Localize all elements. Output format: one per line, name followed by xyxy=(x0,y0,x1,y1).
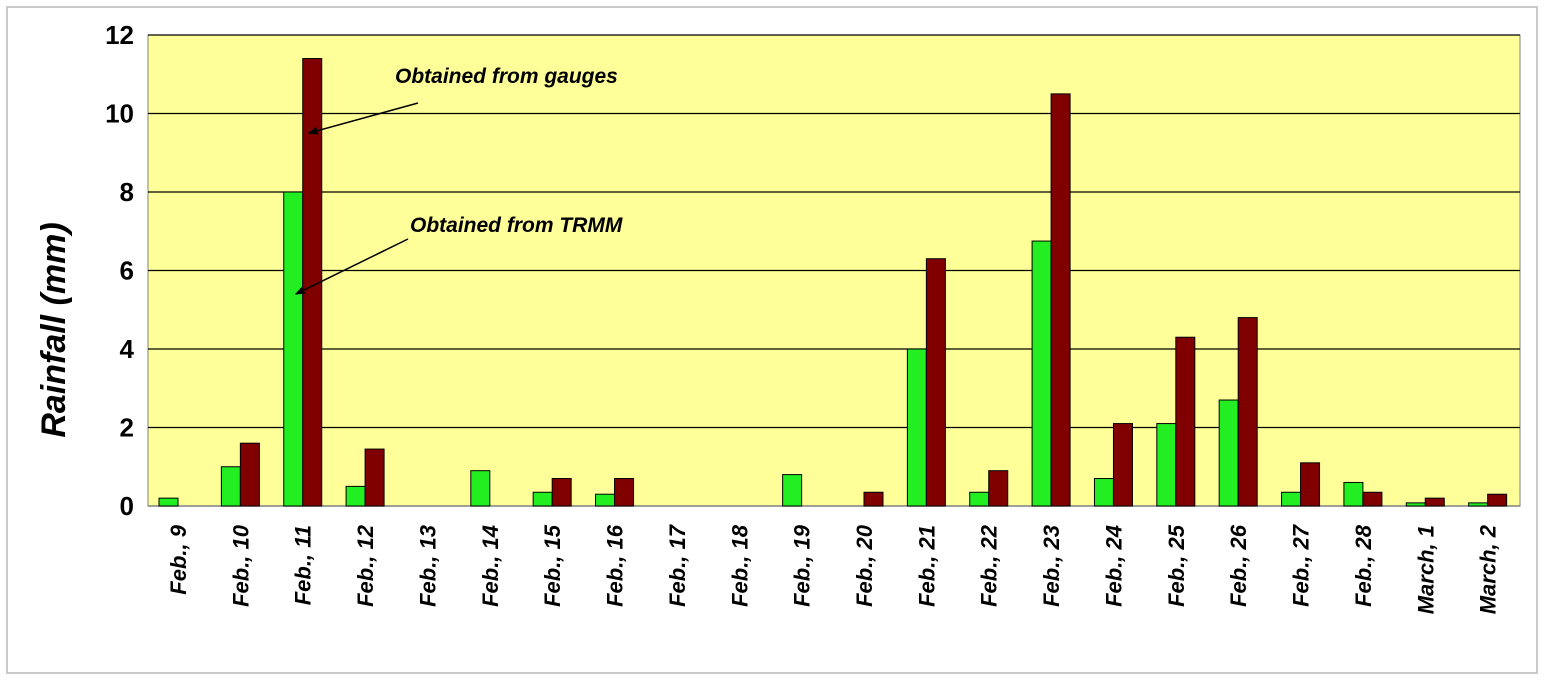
bar-gauges-17 xyxy=(1175,336,1196,507)
y-tick-label: 10 xyxy=(105,99,134,129)
x-tick-label: March, 2 xyxy=(1476,524,1501,614)
y-tick-label: 4 xyxy=(120,334,135,364)
x-tick-label: Feb., 28 xyxy=(1351,524,1376,607)
x-tick-label: Feb., 17 xyxy=(665,523,690,607)
bar-trmm-18 xyxy=(1218,399,1239,507)
annotation-arrow-gauges xyxy=(307,102,419,135)
x-tick-label: Feb., 10 xyxy=(228,524,253,607)
x-tick-label: Feb., 23 xyxy=(1039,525,1064,607)
bar-gauges-8 xyxy=(614,478,635,507)
x-tick-label: Feb., 26 xyxy=(1226,524,1251,607)
bar-trmm-21 xyxy=(1405,502,1426,507)
bar-gauges-3 xyxy=(302,58,323,507)
bar-trmm-17 xyxy=(1156,423,1177,507)
bar-trmm-6 xyxy=(470,470,491,507)
bar-trmm-3 xyxy=(283,191,304,507)
bar-gauges-12 xyxy=(863,491,884,507)
bar-trmm-19 xyxy=(1281,491,1302,507)
bar-trmm-7 xyxy=(532,491,553,507)
x-tick-label: Feb., 24 xyxy=(1101,525,1126,607)
bar-trmm-2 xyxy=(220,466,241,507)
bar-trmm-4 xyxy=(345,485,366,507)
x-tick-label: Feb., 18 xyxy=(727,524,752,607)
annotation-gauges: Obtained from gauges xyxy=(395,65,618,88)
bar-trmm-13 xyxy=(906,348,927,507)
y-axis-title: Rainfall (mm) xyxy=(35,222,73,437)
x-tick-label: Feb., 13 xyxy=(415,525,440,607)
y-tick-label: 6 xyxy=(120,256,134,286)
bar-gauges-14 xyxy=(988,470,1009,507)
bar-trmm-1 xyxy=(158,497,179,507)
bar-gauges-21 xyxy=(1424,497,1445,507)
x-tick-label: Feb., 15 xyxy=(540,524,565,607)
bar-trmm-20 xyxy=(1343,481,1364,507)
bar-trmm-15 xyxy=(1031,240,1052,507)
x-tick-label: Feb., 14 xyxy=(478,525,503,607)
x-tick-label: Feb., 21 xyxy=(914,525,939,607)
y-tick-label: 0 xyxy=(120,491,134,521)
x-tick-label: Feb., 9 xyxy=(166,524,191,594)
x-tick-label: Feb., 27 xyxy=(1289,523,1314,607)
bar-gauges-19 xyxy=(1300,462,1321,507)
x-tick-label: Feb., 16 xyxy=(603,524,628,607)
bars xyxy=(158,58,1508,507)
x-tick-label: Feb., 20 xyxy=(852,524,877,607)
y-tick-label: 2 xyxy=(120,413,134,443)
bar-gauges-13 xyxy=(925,258,946,507)
bar-trmm-22 xyxy=(1468,502,1489,507)
bar-trmm-8 xyxy=(595,493,616,507)
y-tick-label: 8 xyxy=(120,177,134,207)
bar-gauges-15 xyxy=(1050,93,1071,507)
annotations: Obtained from gauges Obtained from TRMM xyxy=(294,65,623,295)
bar-trmm-11 xyxy=(782,474,803,507)
bar-trmm-14 xyxy=(969,491,990,507)
y-tick-labels: 0 2 4 6 8 10 12 xyxy=(105,20,134,521)
bar-gauges-16 xyxy=(1112,423,1133,507)
annotation-trmm: Obtained from TRMM xyxy=(410,214,623,237)
bar-gauges-20 xyxy=(1362,491,1383,507)
bar-trmm-16 xyxy=(1093,478,1114,507)
x-tick-label: Feb., 25 xyxy=(1164,524,1189,607)
x-tick-label: Feb., 19 xyxy=(790,524,815,607)
x-tick-label: March, 1 xyxy=(1413,525,1438,614)
bar-gauges-18 xyxy=(1237,317,1258,507)
bar-gauges-22 xyxy=(1487,493,1508,507)
bar-gauges-2 xyxy=(239,442,260,507)
x-tick-label: Feb., 22 xyxy=(977,524,1002,607)
annotation-arrow-trmm xyxy=(294,238,409,295)
bar-gauges-7 xyxy=(551,478,572,507)
x-tick-label: Feb., 12 xyxy=(353,524,378,607)
bar-gauges-4 xyxy=(364,448,385,507)
y-tick-label: 12 xyxy=(105,20,134,50)
x-tick-label: Feb., 11 xyxy=(291,525,316,605)
x-tick-labels: Feb., 9 Feb., 10 Feb., 11 Feb., 12 Feb., 13 F… xyxy=(166,523,1501,614)
